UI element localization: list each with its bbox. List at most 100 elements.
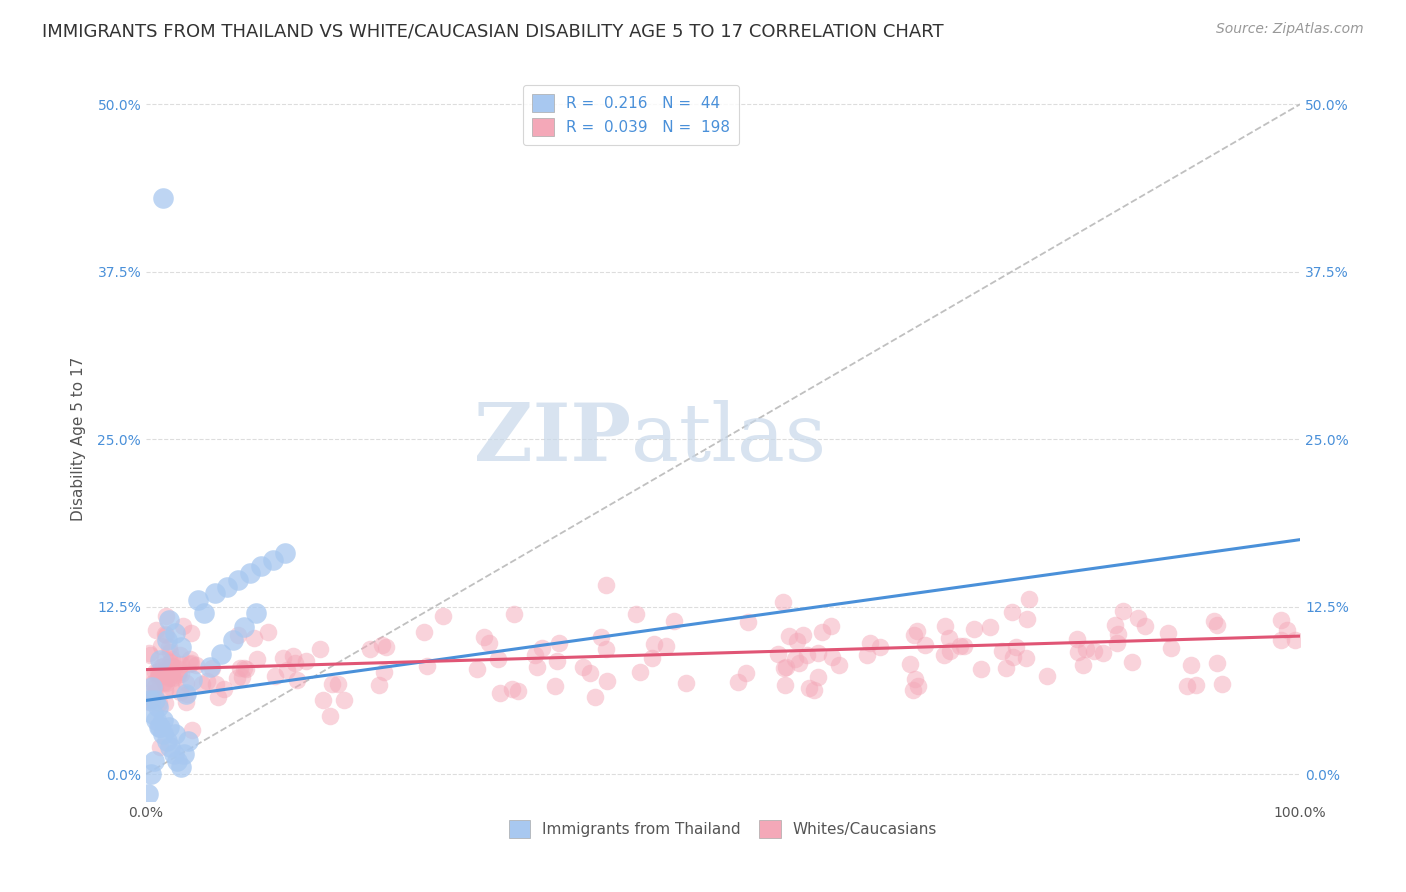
Point (526, 660, 548, 674)
Point (675, 676, 697, 690)
Point (807, 670, 830, 684)
Point (162, 670, 184, 684)
Point (148, 667, 170, 681)
Point (160, 680, 183, 694)
Point (359, 641, 381, 656)
Point (138, 693, 160, 707)
Point (152, 714, 174, 728)
Point (139, 692, 162, 706)
Point (281, 649, 304, 664)
Point (155, 676, 177, 690)
Point (271, 651, 294, 665)
Point (595, 578, 617, 592)
Point (152, 727, 174, 741)
Point (773, 678, 796, 692)
Point (215, 580, 238, 594)
Point (172, 619, 194, 633)
Point (152, 658, 174, 673)
Point (187, 593, 209, 607)
Point (145, 714, 167, 728)
Point (169, 685, 191, 699)
Point (1015, 651, 1038, 665)
Point (285, 673, 308, 687)
Point (143, 685, 166, 699)
Point (1083, 643, 1105, 657)
Point (156, 633, 179, 648)
Point (1270, 633, 1292, 648)
Point (478, 636, 501, 650)
Point (149, 653, 172, 667)
Point (1107, 626, 1129, 640)
Point (994, 661, 1017, 675)
Point (138, 646, 160, 660)
Point (233, 661, 256, 675)
Point (546, 654, 568, 668)
Point (1270, 613, 1292, 627)
Point (506, 683, 529, 698)
Point (193, 607, 215, 621)
Point (903, 628, 925, 642)
Point (163, 660, 186, 674)
Point (811, 624, 834, 639)
Point (156, 733, 179, 747)
Point (143, 693, 166, 707)
Point (157, 720, 180, 734)
Point (146, 664, 169, 678)
Point (547, 636, 569, 650)
Point (149, 740, 172, 755)
Point (1284, 633, 1306, 648)
Point (155, 609, 177, 624)
Point (963, 623, 986, 637)
Point (318, 709, 340, 723)
Point (662, 614, 685, 628)
Point (579, 665, 602, 680)
Point (181, 673, 204, 688)
Point (907, 679, 929, 693)
Point (176, 687, 198, 701)
Point (163, 727, 186, 741)
Point (949, 639, 972, 653)
Point (153, 626, 176, 640)
Point (488, 685, 510, 699)
Point (1104, 618, 1126, 632)
Point (181, 723, 204, 737)
Point (655, 639, 678, 653)
Point (1157, 626, 1180, 640)
Point (531, 640, 554, 655)
Point (179, 651, 201, 665)
Point (797, 681, 820, 696)
Point (159, 655, 181, 669)
Point (180, 657, 202, 671)
Point (786, 633, 808, 648)
Point (143, 680, 166, 694)
Point (179, 657, 201, 671)
Point (159, 740, 181, 755)
Point (262, 553, 284, 567)
Point (624, 607, 647, 621)
Point (856, 648, 879, 662)
Point (146, 700, 169, 714)
Point (170, 760, 193, 774)
Point (373, 665, 395, 680)
Point (173, 747, 195, 761)
Point (465, 662, 488, 676)
Point (938, 631, 960, 645)
Point (209, 647, 232, 661)
Point (735, 666, 758, 681)
Point (583, 690, 606, 705)
Point (1018, 591, 1040, 606)
Point (153, 682, 176, 697)
Point (772, 594, 794, 608)
Point (162, 671, 184, 685)
Point (332, 693, 354, 707)
Point (953, 639, 976, 653)
Point (591, 630, 613, 644)
Point (796, 648, 818, 663)
Point (1202, 614, 1225, 628)
Point (905, 624, 928, 638)
Point (159, 645, 181, 659)
Point (235, 662, 257, 676)
Point (155, 664, 177, 678)
Point (148, 720, 170, 734)
Point (312, 693, 335, 707)
